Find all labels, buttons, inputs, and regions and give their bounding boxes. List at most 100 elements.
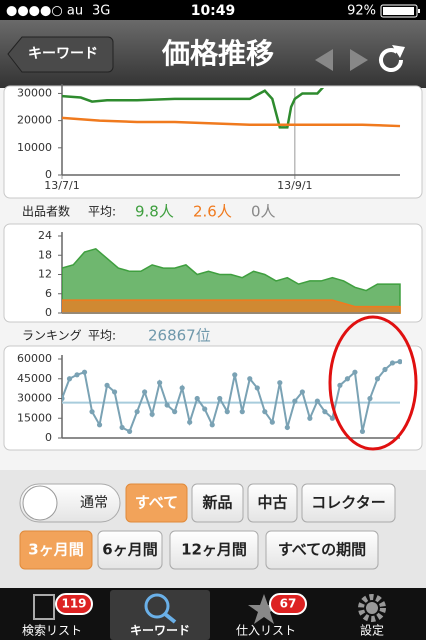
tab[interactable]: 仕入リスト 67: [236, 593, 307, 638]
filter-button[interactable]: 12ヶ月間: [169, 530, 259, 570]
chart: 0 6 12 18 24 出品者数 平均: 9.8人 2.6人 0人: [22, 203, 401, 319]
toggle-label[interactable]: 通常: [80, 495, 108, 511]
series-line: [62, 360, 401, 433]
point: [194, 395, 200, 402]
battery-tip: [418, 9, 420, 13]
button-shape[interactable]: [191, 483, 244, 523]
button-shape[interactable]: [97, 530, 163, 570]
point: [284, 424, 290, 431]
point: [149, 411, 155, 417]
point: [142, 389, 148, 395]
point: [104, 382, 110, 388]
point: [344, 376, 351, 382]
carrier: ●●●●○ au: [6, 4, 83, 19]
status-bar: [0, 0, 426, 20]
button-label[interactable]: 新品: [202, 494, 232, 512]
prev-arrow[interactable]: [315, 49, 333, 71]
y-tick-label: 24: [38, 229, 52, 242]
button-label[interactable]: コレクター: [311, 494, 385, 512]
filter-button[interactable]: コレクター: [301, 483, 396, 523]
point: [329, 415, 335, 421]
point: [157, 380, 163, 386]
gear-center: [366, 602, 378, 614]
chart-title: ランキング: [22, 329, 82, 343]
back-label[interactable]: キーワード: [28, 46, 98, 62]
tab[interactable]: 検索リスト 119: [22, 593, 93, 638]
average-label: 平均:: [88, 329, 116, 343]
point: [89, 409, 95, 415]
tab[interactable]: キーワード: [130, 624, 190, 638]
button-label[interactable]: 中古: [257, 494, 287, 512]
y-tick-label: 0: [45, 306, 52, 319]
point: [389, 360, 396, 366]
point: [239, 409, 245, 415]
search-handle: [163, 612, 177, 624]
y-tick-label: 0: [45, 431, 52, 444]
filter-button[interactable]: 中古: [247, 483, 298, 523]
point: [292, 398, 298, 404]
y-tick-label: 0: [45, 168, 52, 181]
clock: 10:49: [191, 3, 236, 19]
y-tick-label: 60000: [17, 352, 52, 365]
button-label[interactable]: 3ヶ月間: [28, 541, 83, 559]
button-label[interactable]: すべて: [135, 494, 178, 512]
y-tick-label: 12: [38, 268, 52, 281]
back-button[interactable]: キーワード: [7, 36, 114, 73]
point: [247, 376, 253, 382]
chart: 0 10000 20000 30000 13/7/1 13/9/1: [17, 84, 401, 192]
search-icon: [144, 593, 170, 619]
button-shape[interactable]: [125, 483, 188, 523]
series-area: [62, 299, 401, 314]
point: [224, 409, 230, 415]
x-tick-label: 13/7/1: [44, 179, 79, 192]
filter-button[interactable]: すべての期間: [265, 530, 379, 570]
button-label[interactable]: 6ヶ月間: [102, 541, 157, 559]
highlight-circle: [328, 315, 418, 451]
point: [209, 422, 215, 428]
button-shape[interactable]: [169, 530, 259, 570]
toggle[interactable]: 通常: [19, 483, 121, 523]
point: [254, 385, 260, 391]
point: [322, 409, 328, 415]
tabs: 検索リスト 119 キーワード 仕入リスト 67 設定: [22, 593, 384, 638]
point: [299, 389, 305, 395]
chart-title: 出品者数: [22, 204, 70, 219]
tab-label[interactable]: 仕入リスト: [236, 624, 296, 638]
point: [164, 402, 170, 408]
x-tick-label: 13/9/1: [277, 179, 312, 192]
button-shape[interactable]: [19, 530, 93, 570]
filter-button[interactable]: 新品: [191, 483, 244, 523]
reload-arc[interactable]: [379, 48, 403, 72]
next-arrow[interactable]: [350, 49, 368, 71]
tab-label[interactable]: キーワード: [130, 624, 190, 638]
filter-button[interactable]: 3ヶ月間: [19, 530, 93, 570]
y-tick-label: 6: [45, 287, 52, 300]
button-shape[interactable]: [301, 483, 396, 523]
toggle-knob[interactable]: [22, 485, 58, 521]
reload-button[interactable]: [379, 45, 405, 72]
point: [187, 419, 193, 425]
y-tick-label: 20000: [17, 114, 52, 127]
reload-head[interactable]: [392, 45, 405, 58]
point: [62, 395, 65, 402]
point: [96, 422, 103, 428]
point: [262, 409, 268, 415]
button-shape[interactable]: [247, 483, 298, 523]
tab-label[interactable]: 設定: [360, 623, 384, 638]
chart: 0 15000 30000 45000 60000 ランキング 平均: 26867位: [17, 327, 402, 444]
filter-button[interactable]: 6ヶ月間: [97, 530, 163, 570]
button-shape[interactable]: [265, 530, 379, 570]
tab[interactable]: 設定: [360, 623, 384, 638]
ranking-panel: [3, 345, 423, 451]
point: [111, 389, 118, 395]
filter-button[interactable]: すべて: [125, 483, 188, 523]
button-label[interactable]: すべての期間: [278, 541, 366, 559]
tab-label[interactable]: 検索リスト: [22, 624, 82, 638]
point: [81, 369, 88, 375]
battery-icon: [380, 4, 418, 18]
badge: [269, 593, 307, 615]
back-button-shape[interactable]: [7, 36, 114, 73]
point: [307, 415, 313, 421]
button-label[interactable]: 12ヶ月間: [181, 541, 247, 559]
